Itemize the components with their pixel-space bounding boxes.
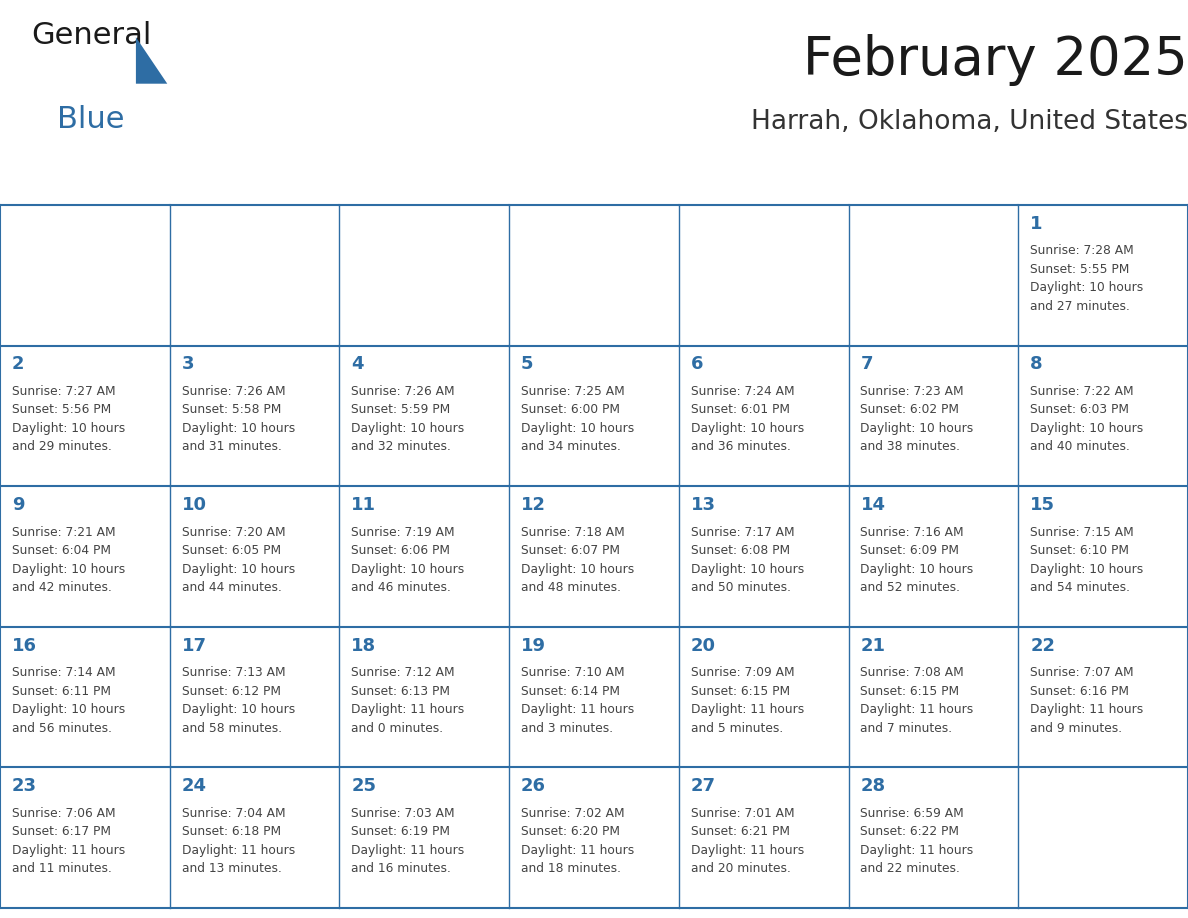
Text: 20: 20 <box>690 637 715 655</box>
Polygon shape <box>135 38 168 84</box>
Text: 22: 22 <box>1030 637 1055 655</box>
Text: Saturday: Saturday <box>1035 171 1117 189</box>
Text: 28: 28 <box>860 778 885 795</box>
Text: Sunrise: 7:22 AM
Sunset: 6:03 PM
Daylight: 10 hours
and 40 minutes.: Sunrise: 7:22 AM Sunset: 6:03 PM Dayligh… <box>1030 385 1143 453</box>
Text: 1: 1 <box>1030 215 1043 233</box>
Text: Sunrise: 7:21 AM
Sunset: 6:04 PM
Daylight: 10 hours
and 42 minutes.: Sunrise: 7:21 AM Sunset: 6:04 PM Dayligh… <box>12 526 125 594</box>
Text: Sunrise: 7:17 AM
Sunset: 6:08 PM
Daylight: 10 hours
and 50 minutes.: Sunrise: 7:17 AM Sunset: 6:08 PM Dayligh… <box>690 526 804 594</box>
Text: Sunrise: 7:12 AM
Sunset: 6:13 PM
Daylight: 11 hours
and 0 minutes.: Sunrise: 7:12 AM Sunset: 6:13 PM Dayligh… <box>352 666 465 734</box>
Text: 21: 21 <box>860 637 885 655</box>
Text: 27: 27 <box>690 778 715 795</box>
Text: Sunrise: 7:19 AM
Sunset: 6:06 PM
Daylight: 10 hours
and 46 minutes.: Sunrise: 7:19 AM Sunset: 6:06 PM Dayligh… <box>352 526 465 594</box>
Text: Sunrise: 7:08 AM
Sunset: 6:15 PM
Daylight: 11 hours
and 7 minutes.: Sunrise: 7:08 AM Sunset: 6:15 PM Dayligh… <box>860 666 974 734</box>
Text: Sunrise: 7:07 AM
Sunset: 6:16 PM
Daylight: 11 hours
and 9 minutes.: Sunrise: 7:07 AM Sunset: 6:16 PM Dayligh… <box>1030 666 1143 734</box>
Text: 3: 3 <box>182 355 194 374</box>
Text: 16: 16 <box>12 637 37 655</box>
Text: 25: 25 <box>352 778 377 795</box>
Text: Friday: Friday <box>866 171 921 189</box>
Text: February 2025: February 2025 <box>803 34 1188 86</box>
Text: Sunrise: 7:10 AM
Sunset: 6:14 PM
Daylight: 11 hours
and 3 minutes.: Sunrise: 7:10 AM Sunset: 6:14 PM Dayligh… <box>522 666 634 734</box>
Text: Sunrise: 6:59 AM
Sunset: 6:22 PM
Daylight: 11 hours
and 22 minutes.: Sunrise: 6:59 AM Sunset: 6:22 PM Dayligh… <box>860 807 974 875</box>
Text: Sunrise: 7:25 AM
Sunset: 6:00 PM
Daylight: 10 hours
and 34 minutes.: Sunrise: 7:25 AM Sunset: 6:00 PM Dayligh… <box>522 385 634 453</box>
Text: 23: 23 <box>12 778 37 795</box>
Text: Sunrise: 7:24 AM
Sunset: 6:01 PM
Daylight: 10 hours
and 36 minutes.: Sunrise: 7:24 AM Sunset: 6:01 PM Dayligh… <box>690 385 804 453</box>
Text: Sunrise: 7:26 AM
Sunset: 5:59 PM
Daylight: 10 hours
and 32 minutes.: Sunrise: 7:26 AM Sunset: 5:59 PM Dayligh… <box>352 385 465 453</box>
Text: General: General <box>31 20 152 50</box>
Text: 12: 12 <box>522 496 546 514</box>
Text: Monday: Monday <box>187 171 258 189</box>
Text: 9: 9 <box>12 496 25 514</box>
Text: Sunrise: 7:01 AM
Sunset: 6:21 PM
Daylight: 11 hours
and 20 minutes.: Sunrise: 7:01 AM Sunset: 6:21 PM Dayligh… <box>690 807 804 875</box>
Text: 2: 2 <box>12 355 25 374</box>
Text: Sunrise: 7:14 AM
Sunset: 6:11 PM
Daylight: 10 hours
and 56 minutes.: Sunrise: 7:14 AM Sunset: 6:11 PM Dayligh… <box>12 666 125 734</box>
Text: Sunrise: 7:13 AM
Sunset: 6:12 PM
Daylight: 10 hours
and 58 minutes.: Sunrise: 7:13 AM Sunset: 6:12 PM Dayligh… <box>182 666 295 734</box>
Text: Blue: Blue <box>57 106 125 134</box>
Text: Sunrise: 7:02 AM
Sunset: 6:20 PM
Daylight: 11 hours
and 18 minutes.: Sunrise: 7:02 AM Sunset: 6:20 PM Dayligh… <box>522 807 634 875</box>
Text: Sunrise: 7:03 AM
Sunset: 6:19 PM
Daylight: 11 hours
and 16 minutes.: Sunrise: 7:03 AM Sunset: 6:19 PM Dayligh… <box>352 807 465 875</box>
Text: 24: 24 <box>182 778 207 795</box>
Text: 15: 15 <box>1030 496 1055 514</box>
Text: 13: 13 <box>690 496 715 514</box>
Text: Sunrise: 7:20 AM
Sunset: 6:05 PM
Daylight: 10 hours
and 44 minutes.: Sunrise: 7:20 AM Sunset: 6:05 PM Dayligh… <box>182 526 295 594</box>
Text: 8: 8 <box>1030 355 1043 374</box>
Text: Thursday: Thursday <box>696 171 779 189</box>
Text: Tuesday: Tuesday <box>356 171 430 189</box>
Text: Sunrise: 7:09 AM
Sunset: 6:15 PM
Daylight: 11 hours
and 5 minutes.: Sunrise: 7:09 AM Sunset: 6:15 PM Dayligh… <box>690 666 804 734</box>
Text: Sunrise: 7:23 AM
Sunset: 6:02 PM
Daylight: 10 hours
and 38 minutes.: Sunrise: 7:23 AM Sunset: 6:02 PM Dayligh… <box>860 385 974 453</box>
Text: Sunrise: 7:27 AM
Sunset: 5:56 PM
Daylight: 10 hours
and 29 minutes.: Sunrise: 7:27 AM Sunset: 5:56 PM Dayligh… <box>12 385 125 453</box>
Text: Sunrise: 7:26 AM
Sunset: 5:58 PM
Daylight: 10 hours
and 31 minutes.: Sunrise: 7:26 AM Sunset: 5:58 PM Dayligh… <box>182 385 295 453</box>
Text: 19: 19 <box>522 637 546 655</box>
Text: Sunrise: 7:04 AM
Sunset: 6:18 PM
Daylight: 11 hours
and 13 minutes.: Sunrise: 7:04 AM Sunset: 6:18 PM Dayligh… <box>182 807 295 875</box>
Text: Sunrise: 7:15 AM
Sunset: 6:10 PM
Daylight: 10 hours
and 54 minutes.: Sunrise: 7:15 AM Sunset: 6:10 PM Dayligh… <box>1030 526 1143 594</box>
Text: 14: 14 <box>860 496 885 514</box>
Text: 26: 26 <box>522 778 546 795</box>
Text: 6: 6 <box>690 355 703 374</box>
Text: Harrah, Oklahoma, United States: Harrah, Oklahoma, United States <box>751 108 1188 135</box>
Text: Wednesday: Wednesday <box>526 171 631 189</box>
Text: Sunrise: 7:28 AM
Sunset: 5:55 PM
Daylight: 10 hours
and 27 minutes.: Sunrise: 7:28 AM Sunset: 5:55 PM Dayligh… <box>1030 244 1143 313</box>
Text: 4: 4 <box>352 355 364 374</box>
Text: 5: 5 <box>522 355 533 374</box>
Text: 11: 11 <box>352 496 377 514</box>
Text: Sunrise: 7:16 AM
Sunset: 6:09 PM
Daylight: 10 hours
and 52 minutes.: Sunrise: 7:16 AM Sunset: 6:09 PM Dayligh… <box>860 526 974 594</box>
Text: Sunrise: 7:06 AM
Sunset: 6:17 PM
Daylight: 11 hours
and 11 minutes.: Sunrise: 7:06 AM Sunset: 6:17 PM Dayligh… <box>12 807 125 875</box>
Text: 10: 10 <box>182 496 207 514</box>
Text: Sunrise: 7:18 AM
Sunset: 6:07 PM
Daylight: 10 hours
and 48 minutes.: Sunrise: 7:18 AM Sunset: 6:07 PM Dayligh… <box>522 526 634 594</box>
Text: 17: 17 <box>182 637 207 655</box>
Text: 18: 18 <box>352 637 377 655</box>
Text: Sunday: Sunday <box>17 171 84 189</box>
Text: 7: 7 <box>860 355 873 374</box>
